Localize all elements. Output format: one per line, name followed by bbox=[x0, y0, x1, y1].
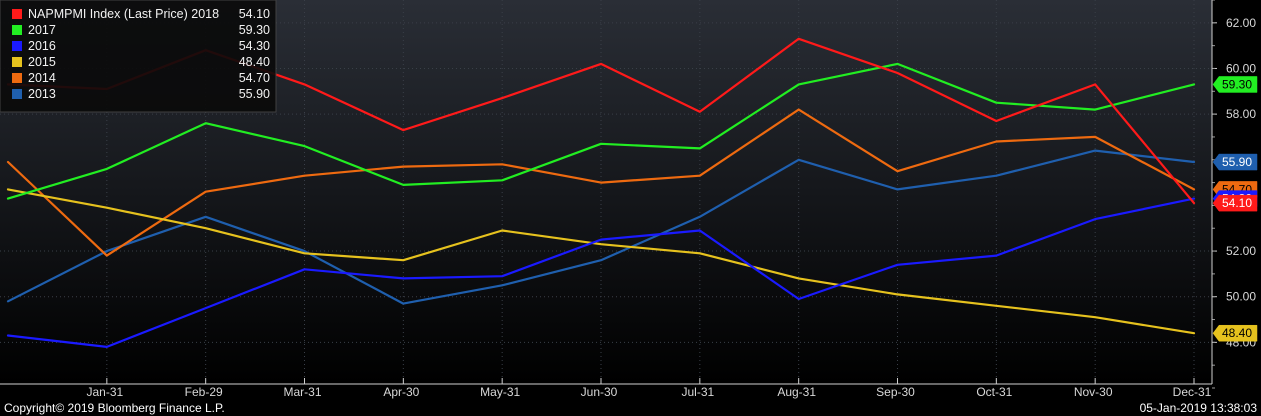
y-tick-label: 60.00 bbox=[1226, 61, 1256, 75]
x-tick-label: Jan-31 bbox=[86, 385, 123, 399]
badge-box bbox=[1212, 324, 1258, 342]
badge-label: 48.40 bbox=[1222, 326, 1252, 340]
legend-value: 54.30 bbox=[239, 39, 270, 53]
x-axis: Jan-31 Feb-29 Mar-31 Apr-30 May-31 Jun-30 Jul-… bbox=[0, 378, 1212, 399]
legend-item-2015: 2015 48.40 bbox=[12, 55, 270, 69]
badge-label: 55.90 bbox=[1222, 155, 1252, 169]
x-tick-label: Jul-31 bbox=[681, 385, 714, 399]
legend-value: 55.90 bbox=[239, 87, 270, 101]
badge-2017: 59.30 bbox=[1212, 76, 1258, 93]
x-tick-label: Oct-31 bbox=[976, 385, 1012, 399]
legend: NAPMPMI Index (Last Price) 2018 54.10 2017… bbox=[0, 0, 277, 113]
timestamp-text: 05-Jan-2019 13:38:03 bbox=[1140, 401, 1258, 415]
legend-item-2018: NAPMPMI Index (Last Price) 2018 54.10 bbox=[12, 7, 270, 21]
series-line-2017 bbox=[6, 62, 1196, 200]
legend-label: 2013 bbox=[28, 87, 56, 101]
legend-label: 2016 bbox=[28, 39, 56, 53]
legend-item-2016: 2016 54.30 bbox=[12, 39, 270, 53]
legend-label: 2014 bbox=[28, 71, 56, 85]
legend-swatch bbox=[12, 9, 22, 19]
legend-value: 54.70 bbox=[239, 71, 270, 85]
legend-item-2017: 2017 59.30 bbox=[12, 23, 270, 37]
y-tick-label: 62.00 bbox=[1226, 16, 1256, 30]
badge-box bbox=[1212, 153, 1258, 171]
legend-box bbox=[0, 0, 277, 113]
x-tick-label: Nov-30 bbox=[1074, 385, 1113, 399]
y-tick-label: 58.00 bbox=[1226, 107, 1256, 121]
badge-label: 54.10 bbox=[1222, 196, 1252, 210]
x-tick-label: Mar-31 bbox=[283, 385, 321, 399]
x-tick-label: Aug-31 bbox=[777, 385, 816, 399]
legend-value: 48.40 bbox=[239, 55, 270, 69]
badge-label: 59.30 bbox=[1222, 77, 1252, 91]
series-lines bbox=[6, 37, 1196, 348]
legend-label: NAPMPMI Index (Last Price) 2018 bbox=[28, 7, 219, 21]
y-tick-label: 52.00 bbox=[1226, 244, 1256, 258]
legend-item-2014: 2014 54.70 bbox=[12, 71, 270, 85]
legend-swatch bbox=[12, 41, 22, 51]
badge-2015: 48.40 bbox=[1212, 324, 1258, 342]
x-tick-label: Apr-30 bbox=[383, 385, 419, 399]
legend-swatch bbox=[12, 57, 22, 67]
legend-swatch bbox=[12, 25, 22, 35]
legend-label: 2017 bbox=[28, 23, 56, 37]
series-line-2014 bbox=[6, 108, 1196, 257]
x-tick-label: Jun-30 bbox=[581, 385, 618, 399]
legend-label: 2015 bbox=[28, 55, 56, 69]
badge-box bbox=[1212, 194, 1258, 212]
copyright-text: Copyright© 2019 Bloomberg Finance L.P. bbox=[4, 401, 225, 415]
badge-2013: 55.90 bbox=[1212, 153, 1258, 171]
series-line-2015 bbox=[6, 188, 1196, 335]
legend-value: 54.10 bbox=[239, 7, 270, 21]
legend-item-2013: 2013 55.90 bbox=[12, 87, 270, 101]
x-tick-label: Dec-31 bbox=[1173, 385, 1212, 399]
legend-value: 59.30 bbox=[239, 23, 270, 37]
series-line-2016 bbox=[6, 197, 1196, 348]
badge-2018: 54.10 bbox=[1212, 194, 1258, 212]
x-tick-label: Feb-29 bbox=[185, 385, 223, 399]
y-tick-label: 50.00 bbox=[1226, 290, 1256, 304]
legend-swatch bbox=[12, 89, 22, 99]
x-tick-label: May-31 bbox=[480, 385, 520, 399]
series-line-2013 bbox=[6, 149, 1196, 305]
x-tick-label: Sep-30 bbox=[876, 385, 915, 399]
legend-swatch bbox=[12, 73, 22, 83]
badge-box bbox=[1212, 76, 1258, 93]
